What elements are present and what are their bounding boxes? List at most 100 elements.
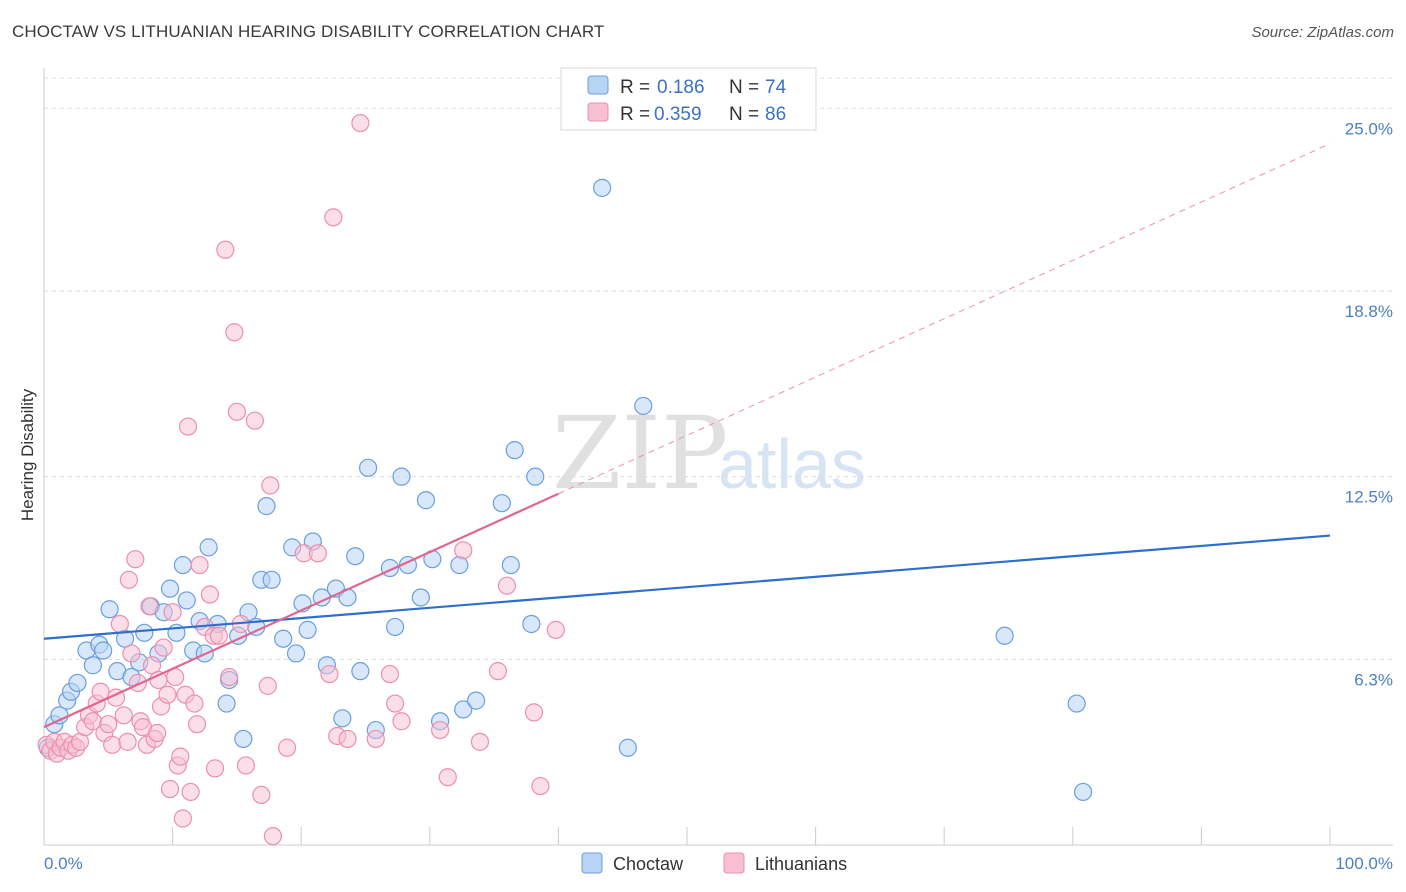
lithuanians-point	[546, 620, 565, 639]
series-lithuanians	[37, 113, 565, 846]
x-tick-min: 0.0%	[44, 854, 83, 873]
choctaw-point	[505, 441, 524, 460]
choctaw-point	[416, 491, 436, 510]
lithuanians-point	[163, 603, 182, 622]
lithuanians-trend-line	[43, 492, 559, 729]
lithuanians-point	[263, 827, 283, 846]
axes	[43, 68, 1393, 846]
lithuanians-point	[205, 759, 225, 778]
bottom-legend-choctaw: Choctaw	[613, 854, 684, 874]
legend-r-value-choctaw: 0.186	[657, 77, 705, 98]
lithuanians-point	[181, 782, 200, 802]
lithuanians-point	[497, 576, 517, 595]
lithuanians-point	[200, 585, 219, 604]
lithuanians-point	[454, 541, 473, 560]
lithuanians-point	[187, 715, 207, 734]
bottom-legend: Choctaw Lithuanians	[581, 852, 847, 874]
lithuanians-point	[171, 747, 190, 766]
lithuanians-point	[320, 664, 339, 684]
lithuanians-point	[385, 694, 405, 713]
lithuanians-point	[158, 685, 177, 704]
lithuanians-point	[351, 113, 370, 133]
lithuanians-point	[531, 776, 550, 796]
choctaw-point	[274, 629, 293, 648]
bottom-legend-swatch-choctaw	[581, 852, 603, 874]
choctaw-point	[358, 458, 378, 477]
legend-r-value-lithuanians: 0.359	[654, 104, 702, 125]
legend-r-label-lithuanians: R =	[620, 104, 650, 125]
lithuanians-point	[524, 703, 544, 722]
choctaw-point	[634, 396, 653, 416]
legend-swatch-choctaw	[587, 75, 609, 95]
lithuanians-point	[277, 738, 297, 757]
choctaw-point	[593, 178, 612, 197]
lithuanians-point	[324, 208, 343, 227]
choctaw-point	[526, 467, 545, 486]
lithuanians-point	[190, 555, 209, 575]
lithuanians-point	[173, 809, 192, 828]
legend-n-label-choctaw: N =	[729, 77, 759, 98]
lithuanians-point	[114, 706, 133, 725]
x-tick-max: 100.0%	[1335, 854, 1393, 873]
lithuanians-point	[140, 597, 159, 616]
watermark-zip: ZIP	[552, 395, 728, 512]
choctaw-point	[392, 467, 411, 486]
lithuanians-point	[430, 720, 450, 740]
y-axis-label: Hearing Disability	[18, 388, 37, 521]
bottom-legend-lithuanians: Lithuanians	[755, 854, 847, 874]
bottom-legend-swatch-lithuanians	[723, 852, 745, 874]
y-tick-label: 12.5%	[1345, 488, 1393, 507]
lithuanians-point	[122, 644, 141, 663]
lithuanians-point	[154, 638, 173, 657]
choctaw-point	[68, 673, 87, 693]
choctaw-point	[1073, 782, 1093, 802]
choctaw-point	[234, 729, 253, 749]
trend-lines	[43, 143, 1331, 729]
choctaw-point	[298, 620, 317, 639]
choctaw-point	[217, 694, 236, 713]
legend-swatch-lithuanians	[587, 102, 609, 122]
choctaw-point	[618, 738, 637, 757]
legend-n-value-lithuanians: 86	[765, 104, 786, 125]
lithuanians-point	[220, 667, 239, 687]
choctaw-point	[995, 626, 1014, 645]
lithuanians-point	[338, 729, 357, 749]
choctaw-point	[199, 538, 218, 557]
lithuanians-point	[308, 544, 328, 563]
choctaw-point	[1067, 694, 1086, 713]
lithuanians-point	[126, 550, 145, 569]
lithuanians-point	[148, 723, 167, 743]
choctaw-point	[333, 709, 352, 728]
lithuanians-point	[227, 402, 246, 421]
choctaw-point	[466, 691, 486, 710]
choctaw-point	[257, 497, 276, 516]
lithuanians-point	[225, 323, 244, 342]
lithuanians-point	[209, 626, 228, 645]
choctaw-point	[492, 494, 511, 513]
lithuanians-trend-extension	[558, 143, 1331, 495]
choctaw-point	[173, 555, 192, 575]
lithuanians-point	[185, 694, 204, 713]
lithuanians-point	[99, 715, 118, 734]
choctaw-point	[135, 623, 154, 642]
source-label: Source: ZipAtlas.com	[1251, 24, 1394, 41]
legend-r-label-choctaw: R =	[620, 77, 650, 98]
choctaw-point	[351, 662, 370, 681]
watermark-atlas: atlas	[718, 425, 866, 503]
choctaw-point	[177, 591, 196, 610]
choctaw-point	[411, 588, 430, 607]
lithuanians-point	[470, 732, 490, 751]
lithuanians-point	[245, 411, 265, 430]
lithuanians-point	[438, 768, 457, 787]
lithuanians-point	[110, 614, 129, 634]
lithuanians-point	[103, 735, 122, 754]
choctaw-point	[286, 644, 306, 663]
lithuanians-point	[119, 570, 138, 589]
choctaw-point	[501, 555, 520, 575]
y-tick-label: 6.3%	[1354, 670, 1393, 689]
choctaw-trend-line	[43, 534, 1331, 640]
y-tick-labels: 6.3% 12.5% 18.8% 25.0%	[1345, 119, 1393, 689]
lithuanians-point	[118, 732, 137, 751]
choctaw-point	[262, 570, 281, 589]
choctaw-point	[454, 700, 473, 719]
